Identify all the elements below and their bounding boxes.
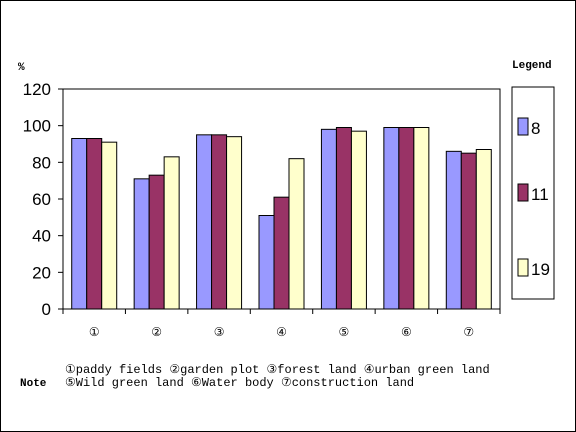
y-tick-label: 60: [32, 190, 51, 209]
legend-label-8: 8: [531, 119, 540, 138]
bar-series-11: [273, 196, 290, 310]
x-axis: ① ② ③ ④ ⑤ ⑥ ⑦: [62, 309, 501, 339]
x-tick-label: ②: [151, 325, 162, 339]
bar-series-19: [226, 136, 243, 310]
bar-series-19: [350, 130, 367, 310]
y-axis-unit: %: [18, 62, 25, 74]
y-tick-label: 0: [42, 300, 51, 319]
y-tick-label: 20: [32, 263, 51, 282]
bar-series-11: [335, 127, 352, 310]
y-tick-label: 120: [23, 80, 51, 99]
bar-series-11: [86, 138, 103, 310]
bar-series-11: [460, 152, 477, 310]
plot-area: [62, 88, 501, 310]
y-axis: 120 100 80 60 40 20 0: [23, 80, 63, 319]
bar-series-8: [196, 134, 213, 310]
bar-series-8: [71, 138, 88, 310]
bar-series-8: [133, 178, 150, 310]
note-line-2: ⑤Wild green land ⑥Water body ⑦constructi…: [65, 376, 414, 390]
legend: 8 11 19: [511, 86, 555, 300]
bar-series-19: [163, 156, 180, 310]
legend-label-19: 19: [531, 260, 550, 279]
bar-series-19: [475, 149, 492, 310]
bar-series-11: [398, 127, 415, 310]
x-tick-label: ①: [89, 325, 100, 339]
legend-swatch-8: [517, 117, 529, 136]
x-tick-label: ⑥: [401, 325, 412, 339]
legend-title: Legend: [512, 60, 552, 72]
bar-series-8: [258, 215, 275, 310]
x-tick-label: ⑦: [463, 325, 474, 339]
note-label: Note: [20, 378, 47, 390]
bar-series-8: [383, 127, 400, 310]
y-tick-label: 100: [23, 117, 51, 136]
x-tick-label: ④: [276, 325, 287, 339]
y-tick-label: 40: [32, 227, 51, 246]
bar-series-19: [413, 127, 430, 310]
bar-series-8: [445, 150, 462, 310]
bar-series-8: [320, 128, 337, 310]
bar-series-11: [211, 134, 228, 310]
bar-series-19: [101, 141, 118, 310]
y-tick-label: 80: [32, 153, 51, 172]
legend-swatch-11: [517, 183, 529, 202]
x-tick-label: ③: [214, 325, 225, 339]
x-tick-label: ⑤: [339, 325, 350, 339]
legend-swatch-19: [517, 258, 529, 277]
bar-series-11: [148, 174, 165, 310]
bar-series-19: [288, 158, 305, 310]
note-line-1: ①paddy fields ②garden plot ③forest land …: [65, 363, 490, 377]
legend-label-11: 11: [531, 185, 549, 204]
